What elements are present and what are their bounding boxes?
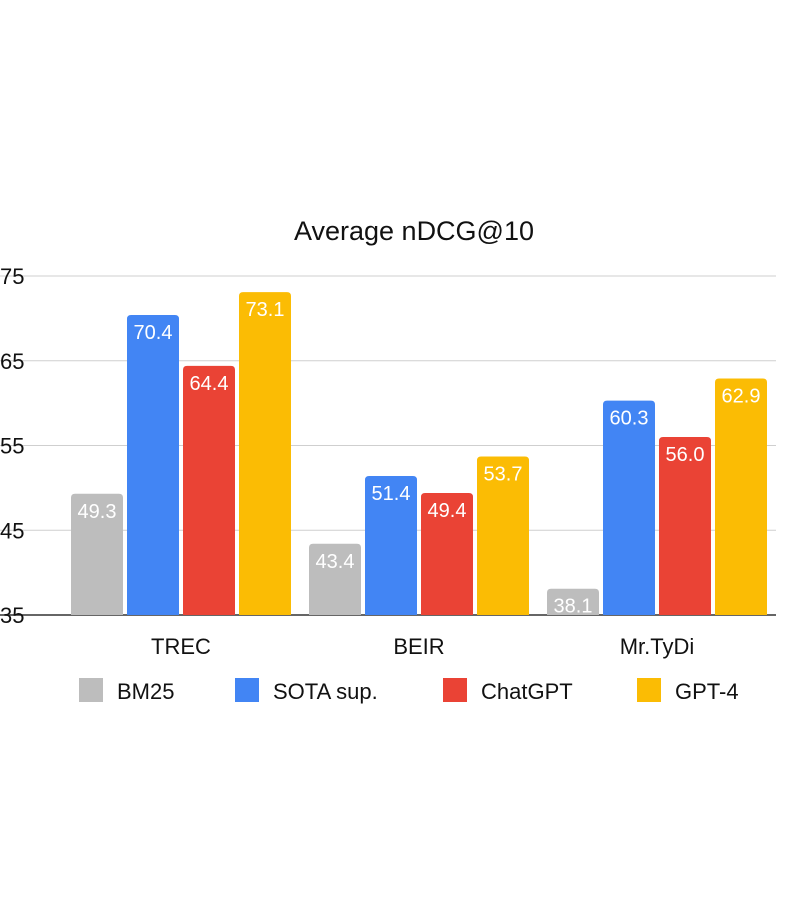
- legend-label: ChatGPT: [481, 679, 573, 704]
- data-label: 56.0: [666, 444, 705, 466]
- x-tick-label: BEIR: [393, 634, 444, 659]
- data-label: 49.3: [78, 501, 117, 523]
- chart-title: Average nDCG@10: [294, 216, 534, 246]
- legend-swatch: [637, 678, 661, 702]
- x-axis-ticks: TREC BEIR Mr.TyDi: [151, 634, 694, 659]
- y-axis-ticks: 35 45 55 65 75: [0, 264, 24, 628]
- bar: [477, 456, 529, 615]
- data-label: 49.4: [428, 500, 467, 522]
- legend-label: BM25: [117, 679, 174, 704]
- bar: [183, 365, 235, 615]
- data-label: 38.1: [554, 596, 593, 618]
- bar: [715, 378, 767, 615]
- data-label: 51.4: [372, 483, 411, 505]
- legend-label: GPT-4: [675, 679, 739, 704]
- y-tick-label: 45: [0, 518, 24, 543]
- data-label: 43.4: [316, 551, 355, 573]
- legend-swatch: [79, 678, 103, 702]
- y-tick-label: 65: [0, 349, 24, 374]
- legend: BM25 SOTA sup. ChatGPT GPT-4: [79, 678, 739, 704]
- legend-label: SOTA sup.: [273, 679, 378, 704]
- bar: [71, 493, 123, 615]
- bar: [365, 476, 417, 615]
- bar: [239, 292, 291, 615]
- bar: [603, 400, 655, 615]
- data-label: 62.9: [722, 386, 761, 408]
- bar: [659, 437, 711, 615]
- bars: [71, 292, 767, 615]
- data-label: 60.3: [610, 408, 649, 430]
- data-label: 53.7: [484, 464, 523, 486]
- x-tick-label: TREC: [151, 634, 211, 659]
- legend-swatch: [235, 678, 259, 702]
- y-tick-label: 55: [0, 434, 24, 459]
- data-label: 64.4: [190, 373, 229, 395]
- y-tick-label: 75: [0, 264, 24, 289]
- bar: [127, 314, 179, 615]
- data-label: 73.1: [246, 299, 285, 321]
- x-tick-label: Mr.TyDi: [620, 634, 695, 659]
- y-tick-label: 35: [0, 603, 24, 628]
- bar: [547, 588, 599, 615]
- data-label: 70.4: [134, 322, 173, 344]
- data-labels: 49.3 70.4 64.4 73.1 43.4 51.4 49.4 53.7 38.1 60.3…: [78, 299, 761, 618]
- legend-swatch: [443, 678, 467, 702]
- bar: [421, 492, 473, 615]
- bar: [309, 543, 361, 615]
